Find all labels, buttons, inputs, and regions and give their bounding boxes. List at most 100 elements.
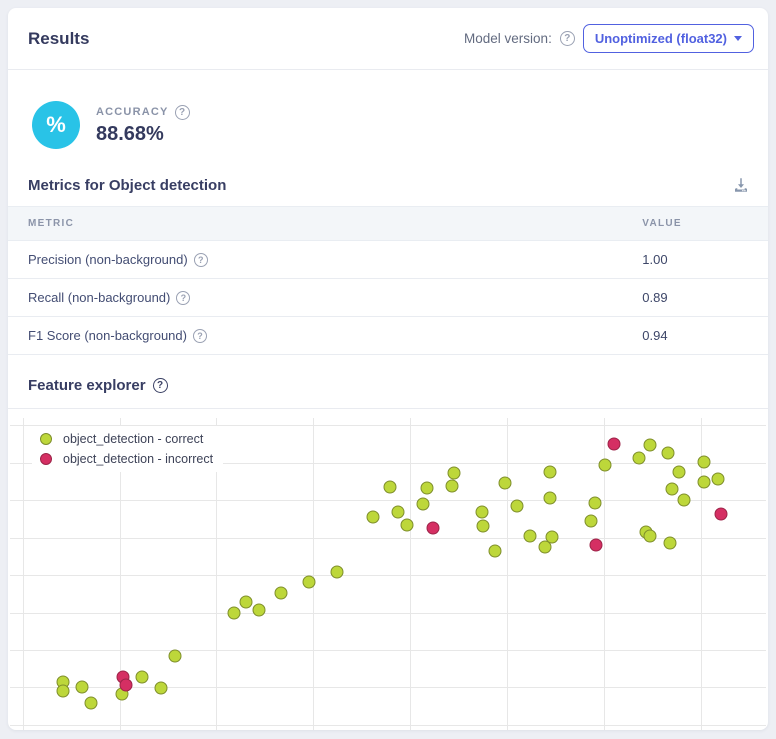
card-header: Results Model version: Unoptimized (floa… [8,8,768,70]
scatter-point-correct[interactable] [498,476,512,490]
table-row: Precision (non-background) 1.00 [8,240,768,279]
scatter-point-correct[interactable] [588,496,602,510]
accuracy-value: 88.68% [96,122,164,145]
chevron-down-icon [734,36,742,41]
chart-legend: object_detection - correct object_detect… [32,426,224,472]
download-icon [735,178,747,192]
scatter-point-incorrect[interactable] [426,521,440,535]
y-gridline [10,537,766,539]
scatter-point-incorrect[interactable] [607,437,621,451]
scatter-point-incorrect[interactable] [119,678,133,692]
scatter-point-correct[interactable] [420,481,434,495]
scatter-point-correct[interactable] [445,479,458,493]
metric-value: 0.94 [247,316,768,355]
scatter-point-correct[interactable] [677,493,691,507]
feature-explorer-help-icon[interactable] [152,378,168,393]
scatter-point-correct[interactable] [665,482,678,496]
y-gridline [10,575,766,577]
x-gridline [313,418,315,730]
scatter-point-correct[interactable] [672,465,686,479]
y-gridline [10,724,766,726]
scatter-point-correct[interactable] [366,510,380,524]
metric-value: 0.89 [247,278,768,317]
accuracy-help-icon[interactable] [174,104,190,120]
x-gridline [700,418,702,730]
scatter-point-correct[interactable] [239,595,253,609]
metric-value: 1.00 [247,240,768,279]
model-version-controls: Model version: Unoptimized (float32) [464,24,754,53]
scatter-point-correct[interactable] [383,480,397,494]
scatter-point-correct[interactable] [416,497,430,511]
scatter-point-correct[interactable] [543,491,557,505]
y-gridline [10,462,766,464]
scatter-point-correct[interactable] [545,530,559,544]
legend-item-incorrect[interactable]: object_detection - incorrect [40,452,213,466]
scatter-point-correct[interactable] [154,681,168,695]
scatter-point-incorrect[interactable] [714,507,728,521]
x-gridline [22,418,24,730]
legend-item-correct[interactable]: object_detection - correct [40,432,213,446]
model-version-dropdown[interactable]: Unoptimized (float32) [582,24,754,53]
correct-legend-dot-icon [40,433,52,445]
feature-explorer-head: Feature explorer [8,355,768,409]
scatter-point-correct[interactable] [543,465,557,479]
scatter-point-correct[interactable] [632,451,646,465]
scatter-point-correct[interactable] [643,529,657,543]
scatter-point-correct[interactable] [391,505,405,519]
value-column-header: VALUE [247,206,768,241]
metrics-table-header-row: METRIC VALUE [8,206,768,241]
scatter-point-correct[interactable] [523,529,537,543]
scatter-point-correct[interactable] [476,519,489,533]
scatter-point-correct[interactable] [598,458,612,472]
results-card: Results Model version: Unoptimized (floa… [8,8,768,730]
y-gridline [10,649,766,651]
scatter-point-correct[interactable] [84,696,98,710]
scatter-point-correct[interactable] [697,475,711,489]
scatter-point-correct[interactable] [697,455,711,469]
legend-label: object_detection - incorrect [63,452,214,466]
scatter-point-correct[interactable] [75,680,89,694]
accuracy-label: ACCURACY [96,106,169,118]
scatter-point-correct[interactable] [330,565,344,579]
x-gridline [604,418,606,730]
table-row: F1 Score (non-background) 0.94 [8,316,768,355]
scatter-point-correct[interactable] [252,603,266,617]
metric-label: Precision (non-background) [28,252,188,267]
metric-label: F1 Score (non-background) [28,328,187,343]
scatter-point-correct[interactable] [400,518,414,532]
x-gridline [409,418,411,730]
scatter-point-correct[interactable] [168,649,182,663]
scatter-point-correct[interactable] [302,575,316,589]
download-metrics-button[interactable] [730,174,752,196]
scatter-point-correct[interactable] [510,499,524,513]
scatter-point-correct[interactable] [661,446,675,460]
scatter-point-correct[interactable] [663,536,677,550]
feature-explorer-plot: object_detection - correct object_detect… [10,418,766,730]
model-version-dropdown-label: Unoptimized (float32) [594,31,727,46]
feature-explorer-heading: Feature explorer [28,377,146,394]
scatter-point-incorrect[interactable] [589,538,603,552]
recall-help-icon[interactable] [176,290,191,305]
x-gridline [506,418,508,730]
legend-label: object_detection - correct [63,432,204,446]
scatter-point-correct[interactable] [135,670,149,684]
incorrect-legend-dot-icon [40,453,52,465]
scatter-point-correct[interactable] [488,544,502,558]
scatter-point-correct[interactable] [584,514,598,528]
scatter-point-correct[interactable] [475,505,489,519]
scatter-point-correct[interactable] [56,684,70,698]
model-version-help-icon[interactable] [559,31,575,46]
y-gridline [10,500,766,502]
precision-help-icon[interactable] [193,252,208,267]
scatter-point-correct[interactable] [643,438,657,452]
scatter-point-correct[interactable] [274,586,288,600]
x-gridline [119,418,121,730]
scatter-point-correct[interactable] [538,540,552,554]
metrics-section-head: Metrics for Object detection [8,160,768,206]
scatter-point-correct[interactable] [227,606,241,620]
scatter-point-correct[interactable] [447,466,461,480]
percent-icon: % [32,101,80,149]
metric-column-header: METRIC [8,206,248,241]
f1-help-icon[interactable] [192,328,207,343]
scatter-point-correct[interactable] [711,472,725,486]
